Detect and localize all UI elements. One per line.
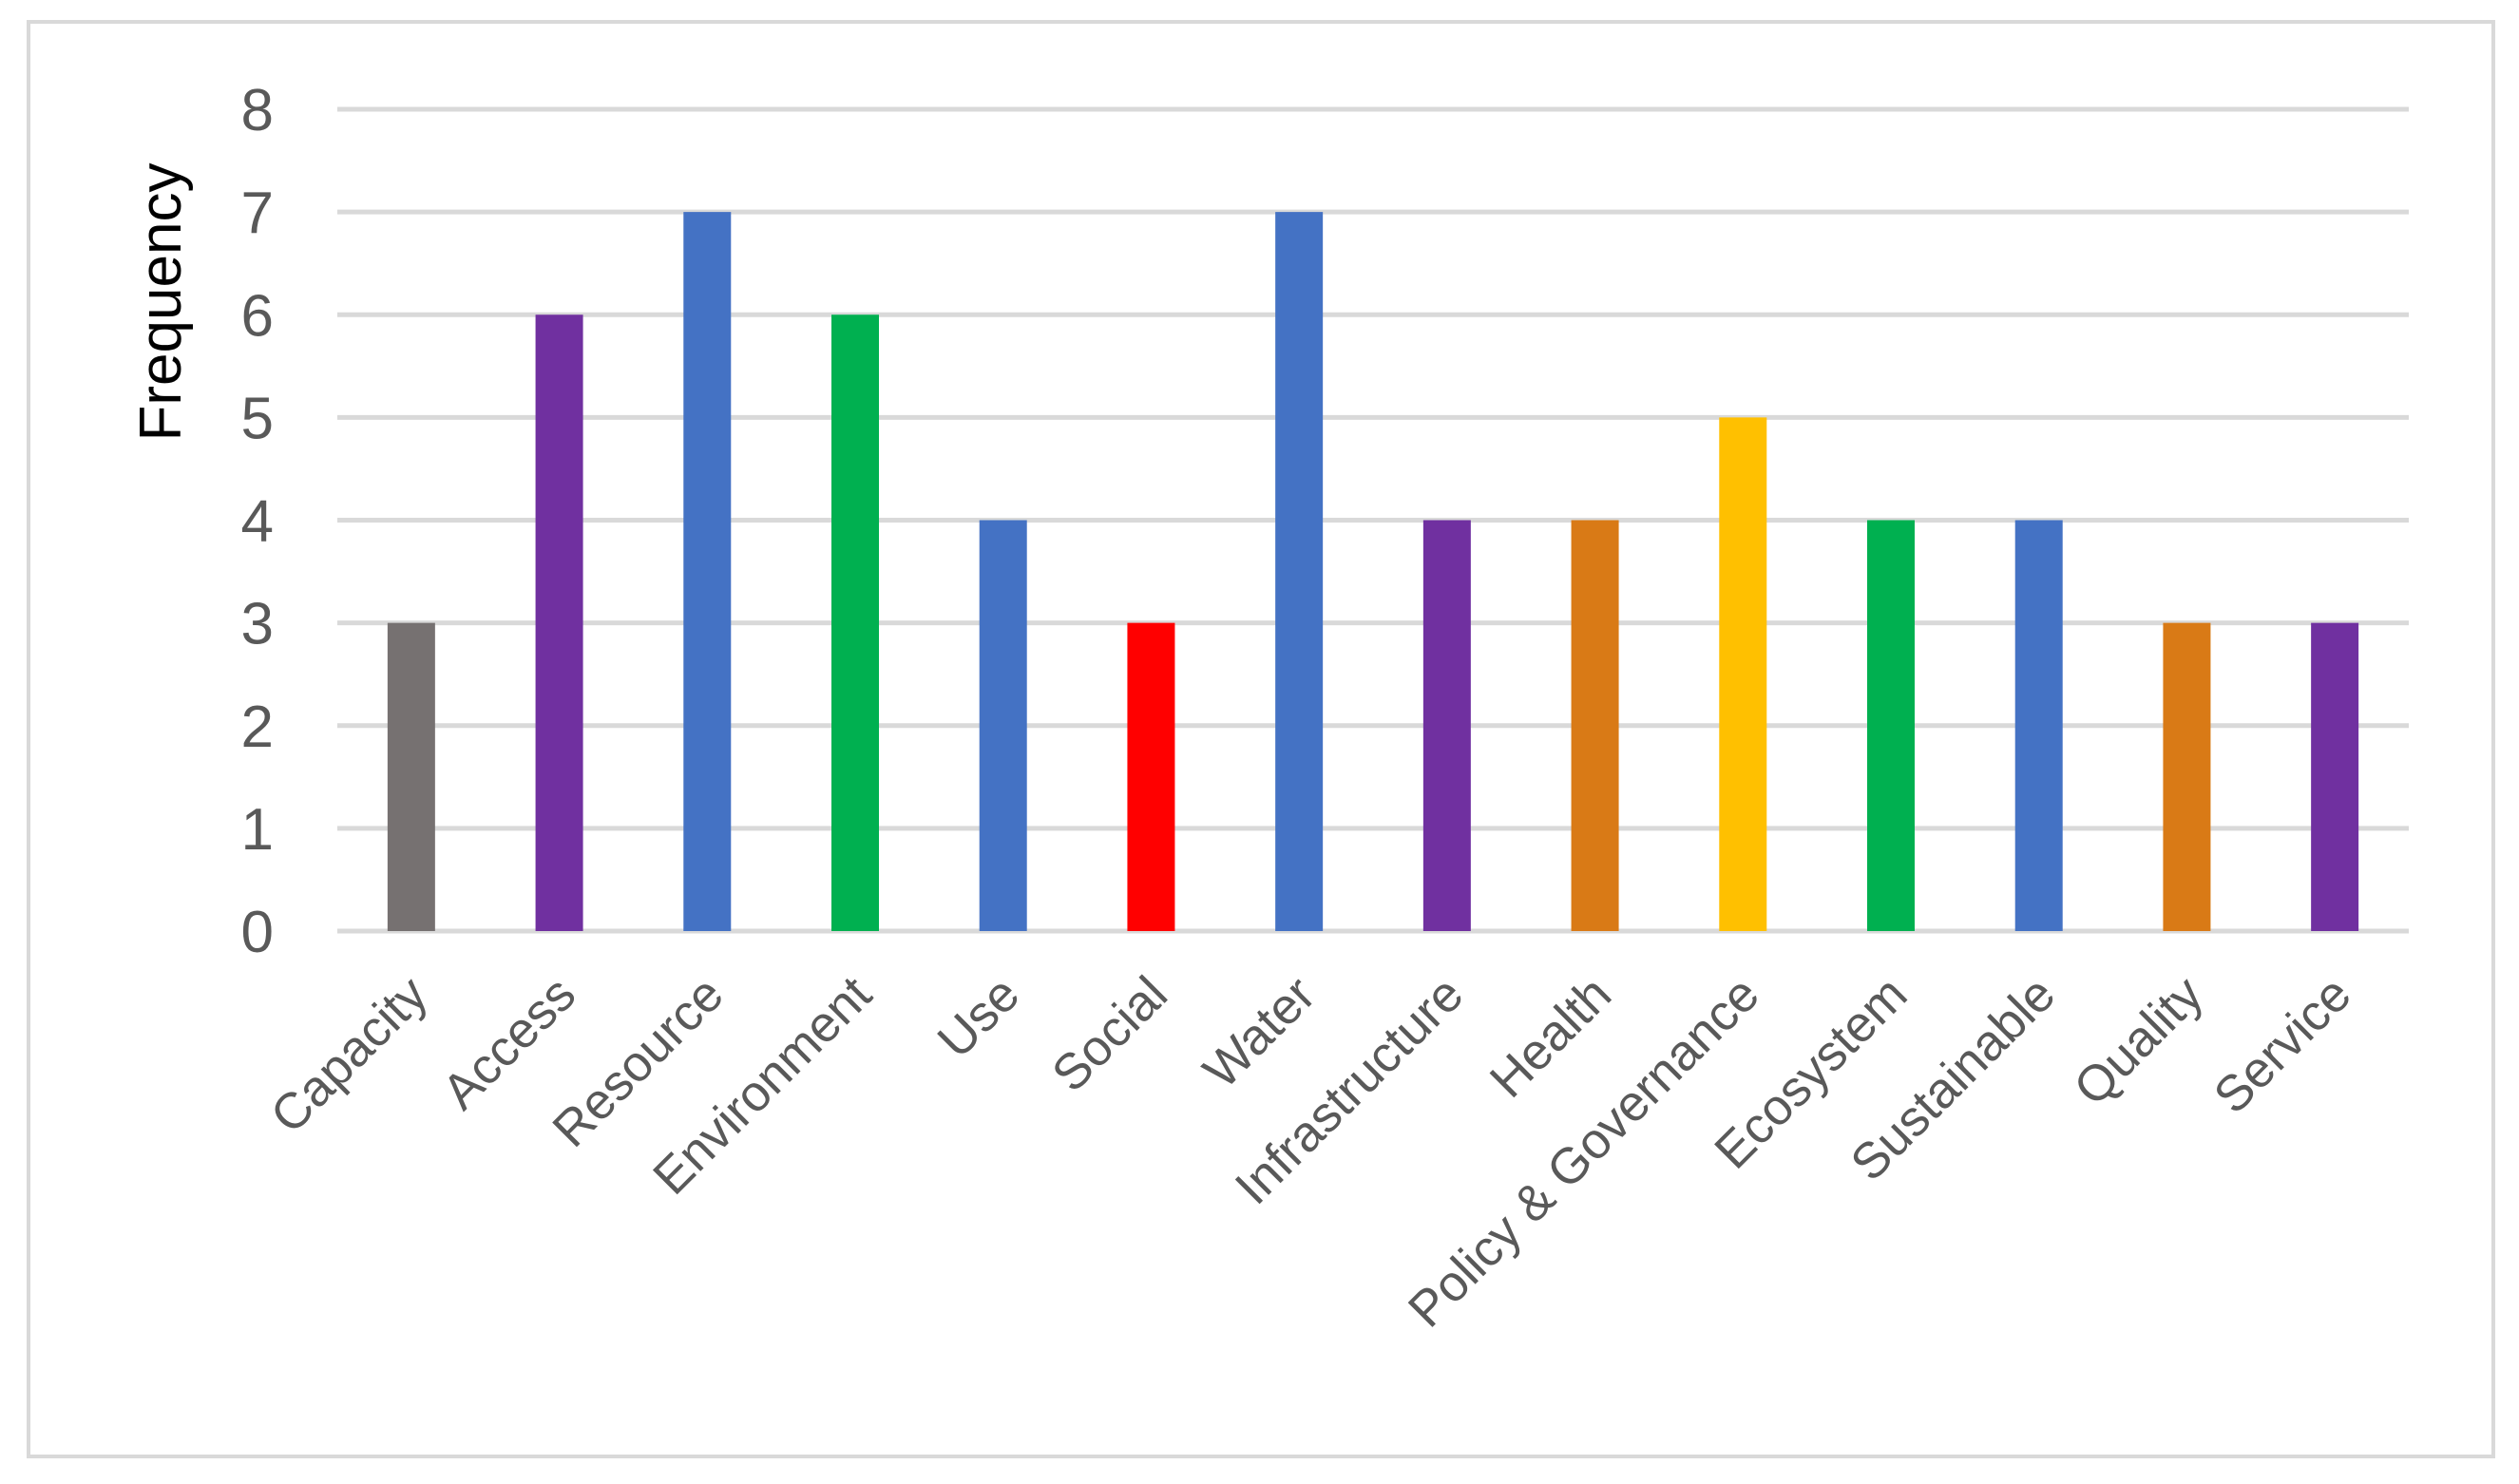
bar-access [535,314,583,931]
y-tick-label: 8 [241,78,274,143]
bar-infrastructure [1422,520,1471,931]
y-tick-label: 1 [241,797,274,863]
y-axis-label: Frequency [128,163,194,442]
bars [387,212,2359,931]
chart-border [27,20,2495,1458]
bar-policy-governance [1719,417,1767,931]
y-tick-label: 0 [241,900,274,965]
bar-capacity [387,622,435,931]
bar-quality [2163,622,2211,931]
gridlines [337,106,2409,934]
y-tick-label: 3 [241,592,274,657]
bar-service [2311,622,2359,931]
bar-resource [683,212,732,931]
bar-health [1571,520,1619,931]
y-tick-label: 2 [241,694,274,760]
bar-sustainable [2014,520,2063,931]
y-tick-label: 7 [241,181,274,246]
bar-ecosystem [1867,520,1915,931]
y-tick-label: 5 [241,386,274,451]
y-tick-label: 6 [241,283,274,349]
y-tick-label: 4 [241,489,274,555]
bar-use [979,520,1027,931]
bar-water [1275,212,1324,931]
bar-social [1127,622,1175,931]
y-tick-labels: 0 1 2 3 4 5 6 7 8 [241,78,274,965]
bar-environment [831,314,879,931]
